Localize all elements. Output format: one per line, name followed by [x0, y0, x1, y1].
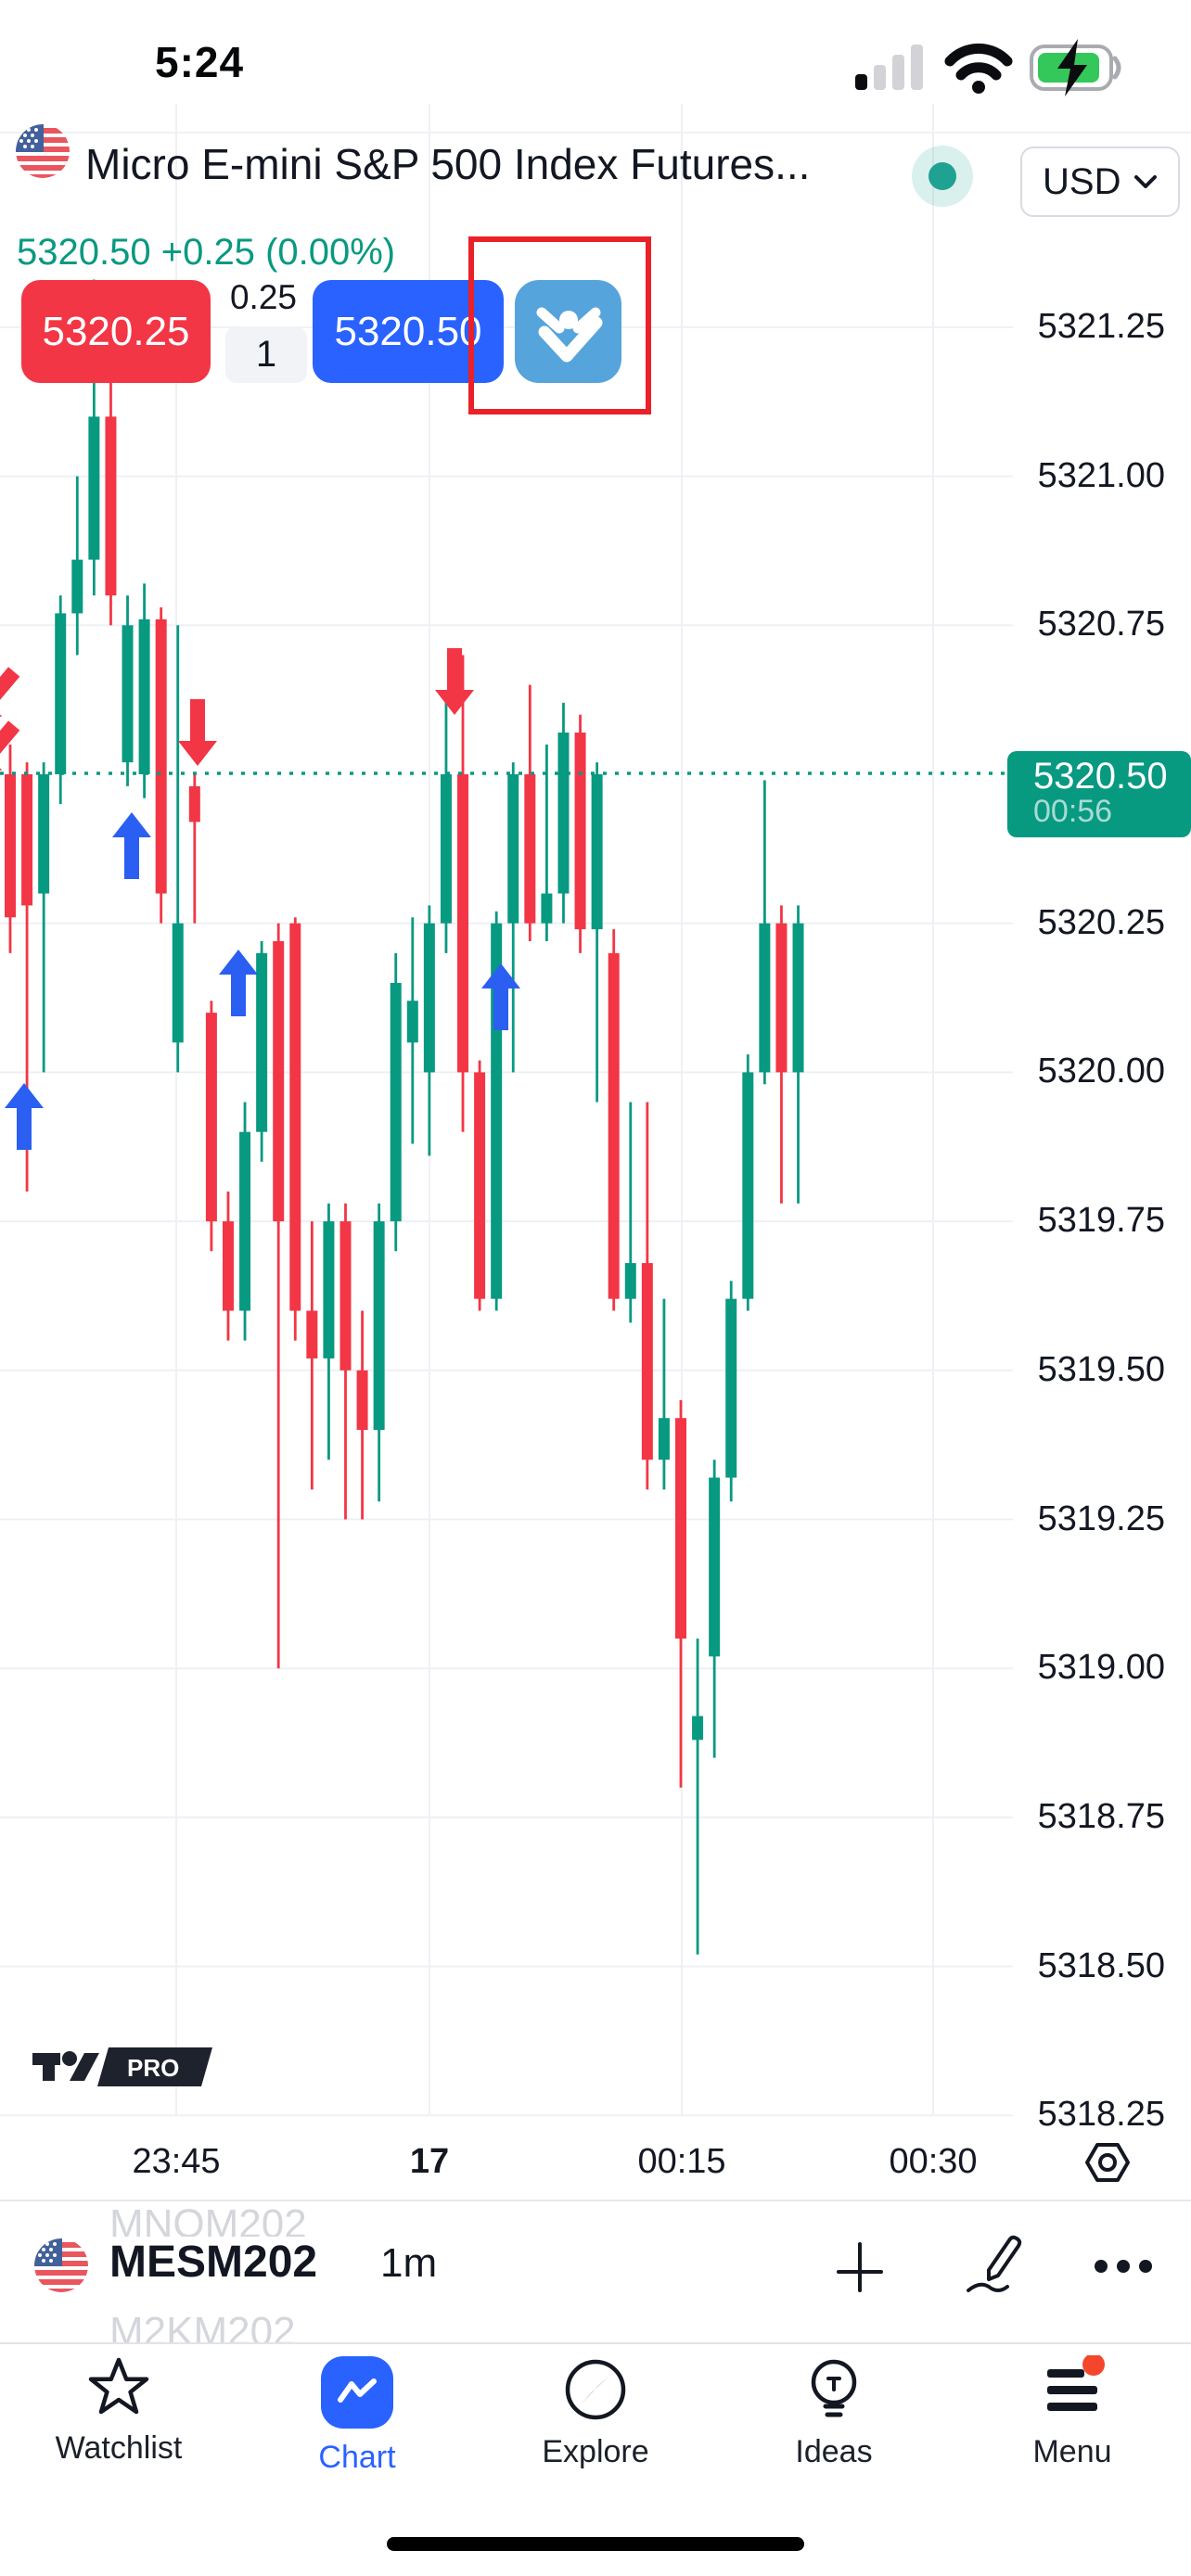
- tab-chart[interactable]: Chart: [255, 2355, 459, 2476]
- price-axis-label: 5320.25: [1037, 902, 1165, 942]
- currency-label: USD: [1043, 160, 1121, 202]
- price-axis-label: 5319.25: [1037, 1498, 1165, 1538]
- hamburger-icon: [1047, 2353, 1105, 2411]
- price-axis-label: 5318.75: [1037, 1796, 1165, 1836]
- symbol-selector[interactable]: MESM202: [109, 2238, 318, 2287]
- home-indicator[interactable]: [387, 2537, 804, 2551]
- trading-person-icon: [536, 307, 602, 362]
- bar-countdown: 00:56: [1033, 794, 1113, 829]
- trading-panel-button[interactable]: [515, 280, 621, 383]
- chart-bottom-divider: [0, 2200, 1191, 2201]
- tradingview-pro-logo[interactable]: PRO: [31, 2040, 216, 2097]
- status-divider: [0, 132, 1191, 134]
- lightbulb-icon: [811, 2359, 857, 2417]
- chart-zigzag-icon: [321, 2356, 393, 2429]
- star-icon: [88, 2357, 149, 2415]
- ghost-symbol-below: M2KM202: [109, 2309, 296, 2342]
- quantity-box[interactable]: 1: [225, 326, 307, 383]
- price-axis-label: 5319.00: [1037, 1648, 1165, 1688]
- price-axis-label: 5319.50: [1037, 1349, 1165, 1389]
- draw-pen-icon: [967, 2235, 1022, 2292]
- currency-selector[interactable]: USD: [1020, 147, 1180, 217]
- price-axis-label: 5320.75: [1037, 605, 1165, 644]
- spread-value: 0.25: [229, 278, 297, 316]
- cellular-signal-icon: [855, 45, 923, 90]
- tab-menu[interactable]: Menu: [970, 2353, 1174, 2470]
- battery-charging-icon: [1030, 39, 1121, 96]
- sell-down-arrow-clipped: [0, 667, 20, 723]
- symbol-title[interactable]: Micro E-mini S&P 500 Index Futures...: [85, 140, 811, 188]
- tab-explore[interactable]: Explore: [493, 2355, 698, 2470]
- pro-label: PRO: [127, 2054, 179, 2082]
- menu-badge-dot: [1082, 2353, 1105, 2376]
- ghost-symbol-above: MNQM202: [109, 2201, 307, 2237]
- chart-settings-button[interactable]: [1083, 2138, 1132, 2191]
- price-axis-label: 5319.75: [1037, 1201, 1165, 1241]
- price-axis-label: 5321.00: [1037, 455, 1165, 495]
- buy-up-arrow: [112, 812, 151, 879]
- us-flag-icon: [16, 124, 70, 178]
- more-ellipsis-icon: [1095, 2260, 1152, 2273]
- gear-hexagon-icon: [1085, 2143, 1130, 2182]
- price-change-line: 5320.50 +0.25 (0.00%): [17, 232, 396, 273]
- price-axis-label: 5321.25: [1037, 306, 1165, 346]
- time-axis-label: 17: [409, 2142, 450, 2181]
- buy-up-arrow: [481, 963, 520, 1030]
- symbol-flag-icon: [34, 2238, 88, 2292]
- tab-ideas[interactable]: Menu Ideas: [732, 2355, 936, 2470]
- last-price-tag: 5320.50 00:56: [1007, 751, 1191, 837]
- sell-button[interactable]: 5320.25: [21, 280, 211, 383]
- buy-up-arrow: [219, 950, 258, 1016]
- sell-down-arrow: [435, 648, 474, 715]
- more-options-button[interactable]: [1091, 2255, 1156, 2282]
- sell-down-arrow: [178, 699, 217, 766]
- price-axis-label: 5318.25: [1037, 2095, 1165, 2135]
- compass-icon: [565, 2359, 626, 2420]
- candlestick-series: [5, 279, 804, 1955]
- draw-button[interactable]: [961, 2233, 1024, 2304]
- buy-up-arrow: [5, 1083, 44, 1150]
- time-axis-label: 00:30: [889, 2142, 978, 2181]
- add-button[interactable]: [833, 2240, 887, 2299]
- status-time: 5:24: [155, 38, 245, 86]
- last-price-value: 5320.50: [1033, 756, 1168, 797]
- market-status-dot: [912, 146, 973, 207]
- highlight-rectangle: [468, 236, 651, 414]
- sell-down-arrow-clipped: [0, 721, 20, 777]
- time-axis-label: 00:15: [637, 2142, 726, 2181]
- interval-selector[interactable]: 1m: [380, 2240, 438, 2286]
- status-icons: [835, 33, 1122, 103]
- time-axis-label: 23:45: [132, 2142, 221, 2181]
- price-axis-label: 5320.00: [1037, 1052, 1165, 1091]
- tabbar-divider: [0, 2342, 1191, 2344]
- wifi-icon: [944, 43, 1013, 94]
- trade-markers: [0, 648, 520, 1150]
- tab-watchlist[interactable]: Watchlist: [17, 2355, 221, 2467]
- price-axis-label: 5318.50: [1037, 1945, 1165, 1985]
- plus-icon: [837, 2242, 883, 2292]
- chevron-down-icon: [1134, 175, 1157, 188]
